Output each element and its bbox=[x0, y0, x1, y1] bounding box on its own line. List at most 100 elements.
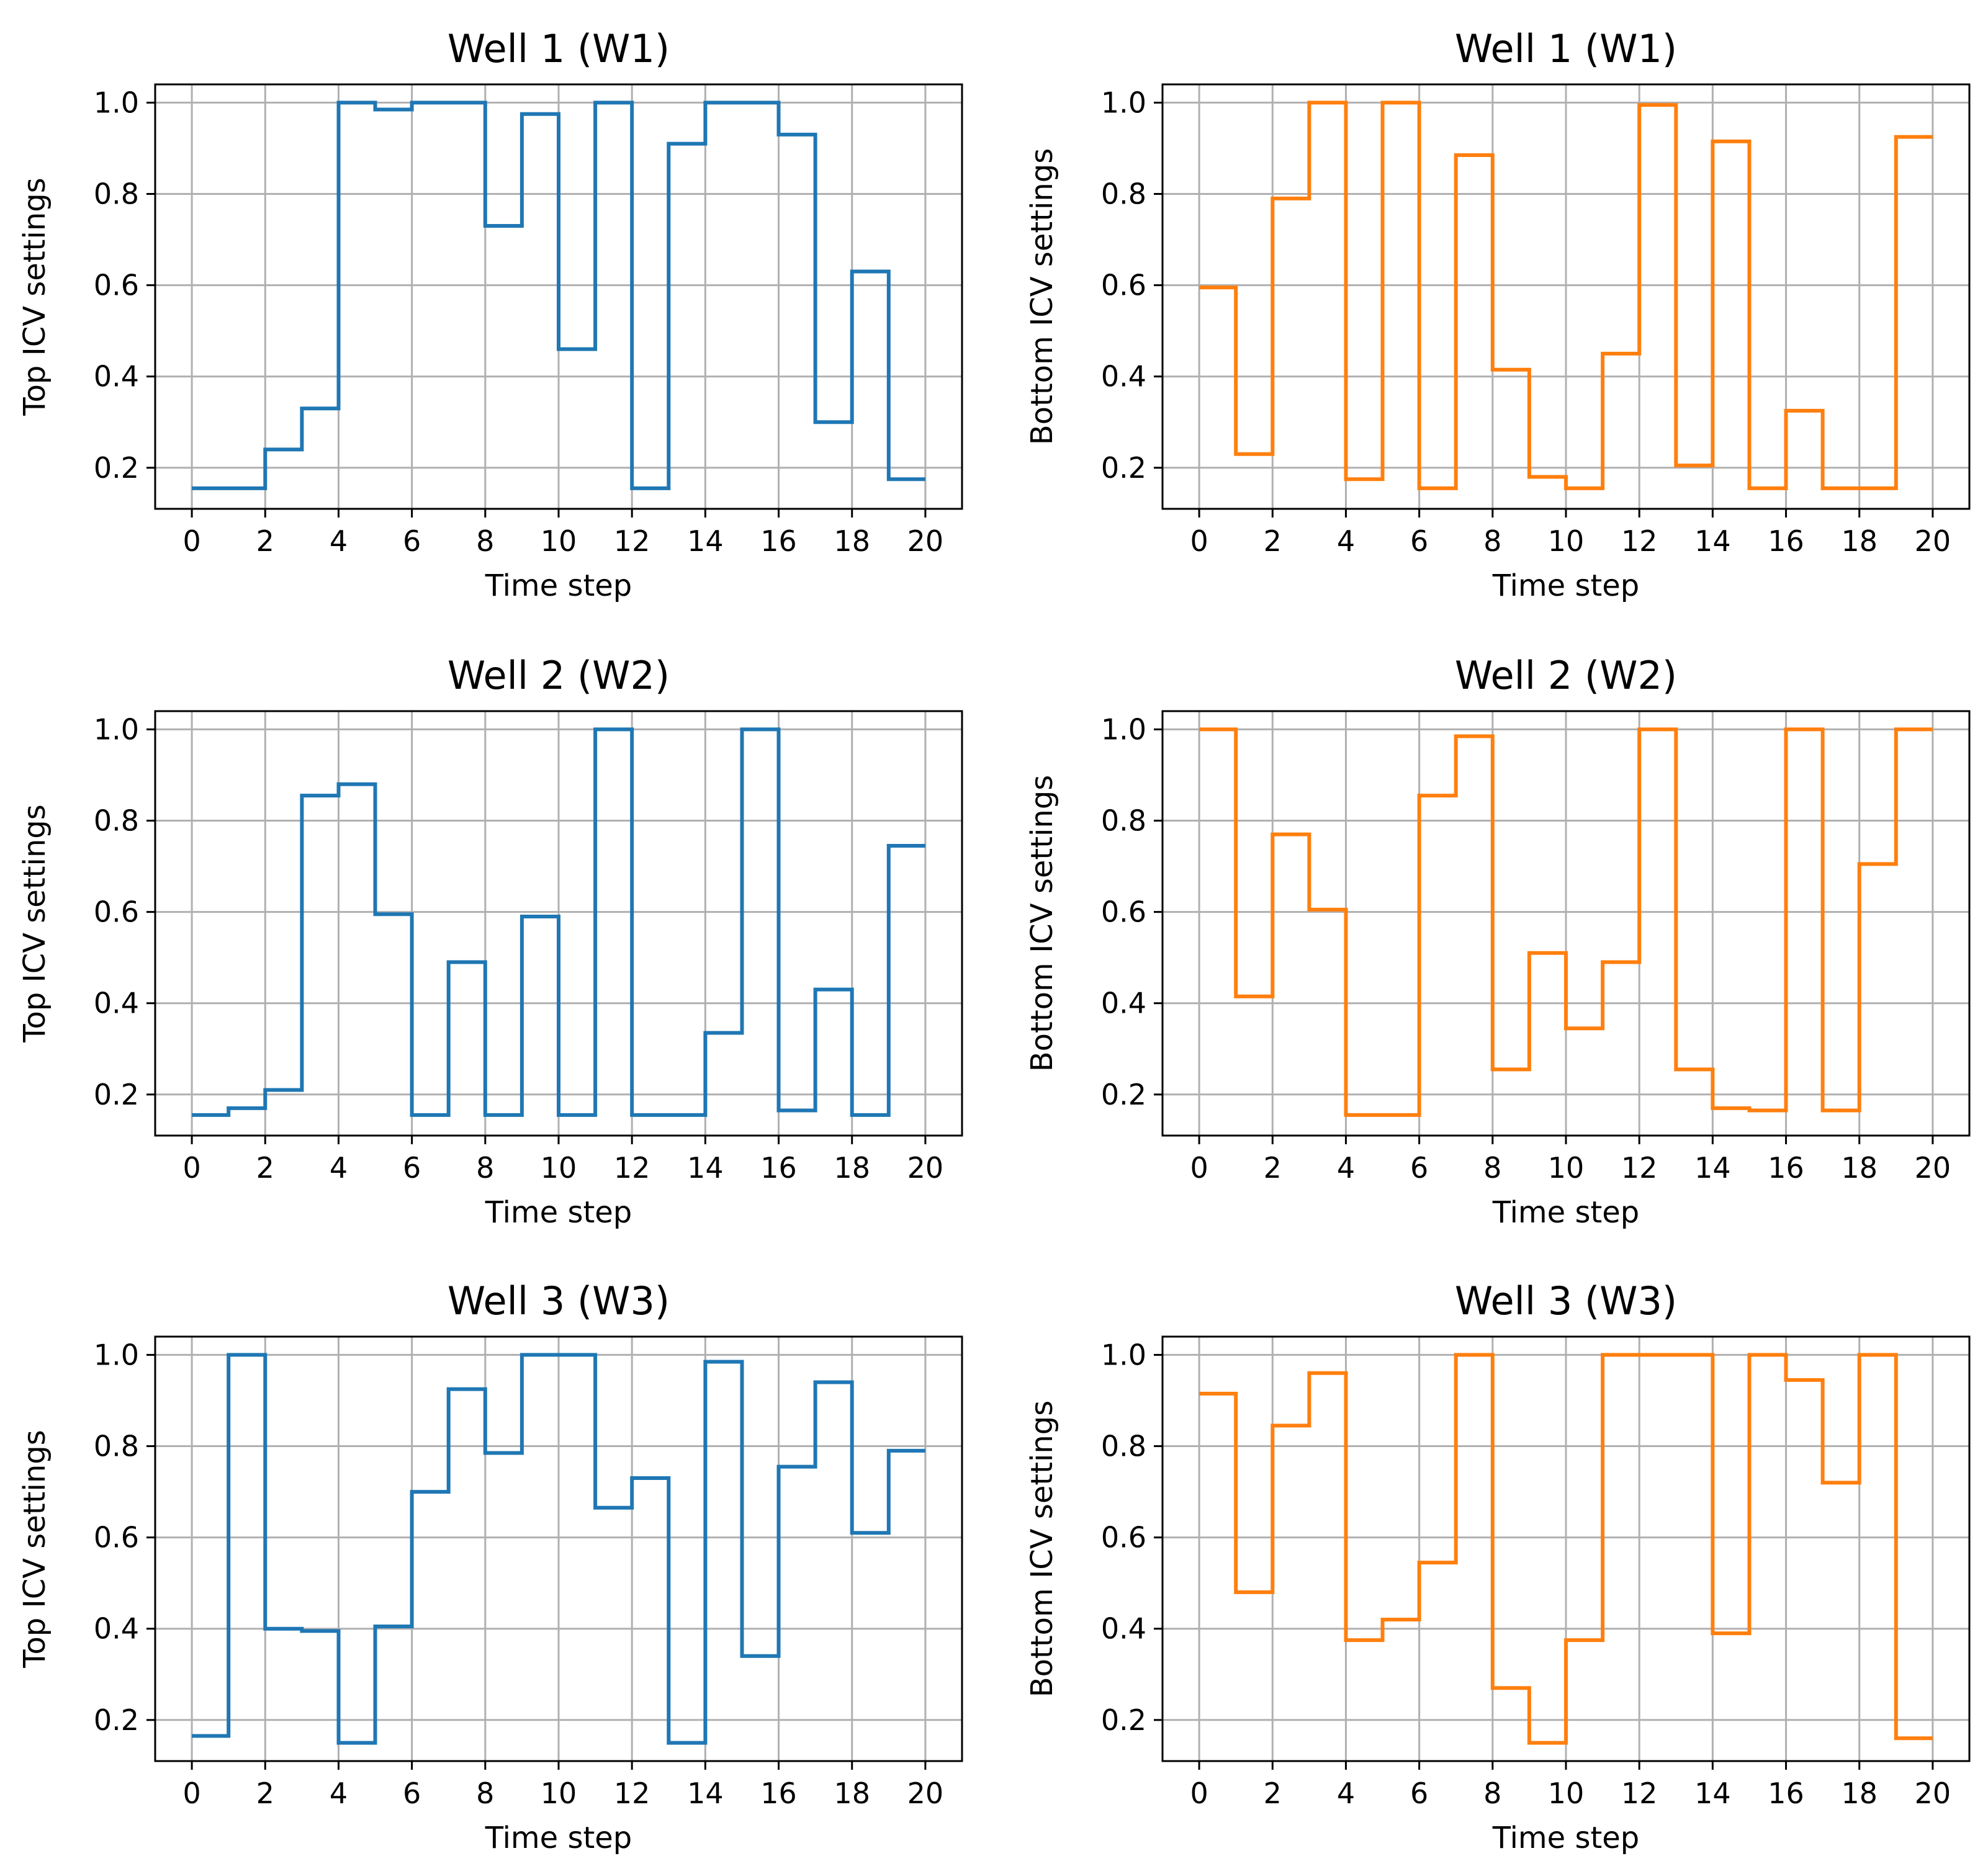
y-tick-label: 1.0 bbox=[94, 1338, 139, 1371]
x-tick-label: 16 bbox=[1768, 1777, 1804, 1810]
x-tick-label: 2 bbox=[256, 1151, 274, 1185]
x-axis-label: Time step bbox=[485, 568, 632, 603]
x-tick-label: 2 bbox=[1264, 524, 1282, 558]
chart-panel-2: 0 2 4 6 8 10 12 14 16 18 20 0.2 0.4 0.6 0.8 1.0 Well 1 (… bbox=[1025, 26, 1971, 603]
chart-title: Well 2 (W2) bbox=[448, 653, 670, 698]
x-tick-label: 20 bbox=[1915, 1777, 1951, 1810]
x-tick-label: 4 bbox=[1337, 1777, 1355, 1810]
x-tick-label: 0 bbox=[182, 524, 200, 558]
x-tick-label: 12 bbox=[1621, 524, 1658, 558]
x-tick-label: 10 bbox=[541, 1151, 577, 1185]
x-tick-label: 14 bbox=[1694, 1777, 1731, 1810]
x-tick-label: 16 bbox=[760, 524, 797, 558]
x-tick-label: 10 bbox=[541, 1777, 577, 1810]
chart-title: Well 3 (W3) bbox=[1455, 1278, 1677, 1324]
plot-frame bbox=[154, 710, 963, 1137]
x-tick-label: 0 bbox=[1190, 524, 1208, 558]
series-line bbox=[1199, 727, 1933, 1117]
y-tick-label: 0.4 bbox=[1101, 360, 1146, 393]
x-tick-label: 20 bbox=[907, 1777, 944, 1810]
plot-frame bbox=[1161, 1335, 1971, 1762]
chart-title: Well 1 (W1) bbox=[448, 26, 670, 71]
x-tick-label: 6 bbox=[403, 1777, 421, 1810]
chart-panel-5: 0 2 4 6 8 10 12 14 16 18 20 0.2 0.4 0.6 0.8 1.0 Well 3 (… bbox=[17, 1278, 963, 1855]
x-tick-label: 6 bbox=[1410, 1151, 1428, 1185]
y-tick-label: 1.0 bbox=[1101, 86, 1146, 119]
chart-panel-4: 0 2 4 6 8 10 12 14 16 18 20 0.2 0.4 0.6 0.8 1.0 Well 2 (… bbox=[1025, 653, 1971, 1230]
x-tick-label: 12 bbox=[614, 524, 650, 558]
chart-panel-3: 0 2 4 6 8 10 12 14 16 18 20 0.2 0.4 0.6 0.8 1.0 Well 2 (… bbox=[17, 653, 963, 1230]
y-tick-label: 0.2 bbox=[94, 1078, 139, 1111]
x-tick-label: 6 bbox=[403, 1151, 421, 1185]
x-tick-label: 20 bbox=[1915, 1151, 1951, 1185]
y-tick-label: 0.6 bbox=[1101, 269, 1146, 302]
chart-title: Well 2 (W2) bbox=[1455, 653, 1677, 698]
x-tick-label: 20 bbox=[907, 1151, 944, 1185]
y-tick-label: 0.8 bbox=[1101, 177, 1146, 211]
x-tick-label: 14 bbox=[687, 524, 724, 558]
x-tick-label: 16 bbox=[1768, 1151, 1804, 1185]
x-tick-label: 16 bbox=[760, 1151, 797, 1185]
y-axis-label: Top ICV settings bbox=[17, 177, 52, 416]
x-tick-label: 4 bbox=[330, 524, 348, 558]
y-tick-label: 1.0 bbox=[94, 712, 139, 746]
y-tick-label: 0.6 bbox=[94, 1521, 139, 1554]
plot-frame bbox=[154, 83, 963, 510]
chart-panel-6: 0 2 4 6 8 10 12 14 16 18 20 0.2 0.4 0.6 0.8 1.0 Well 3 (… bbox=[1025, 1278, 1971, 1855]
y-tick-label: 0.6 bbox=[94, 895, 139, 929]
x-tick-label: 10 bbox=[1548, 1777, 1585, 1810]
y-tick-label: 0.6 bbox=[94, 269, 139, 302]
x-axis-label: Time step bbox=[485, 1195, 632, 1230]
y-axis-label: Bottom ICV settings bbox=[1025, 775, 1059, 1072]
x-axis-label: Time step bbox=[1492, 1195, 1640, 1230]
y-axis-label: Top ICV settings bbox=[17, 1430, 52, 1668]
x-tick-label: 14 bbox=[1694, 1151, 1731, 1185]
y-tick-label: 0.6 bbox=[1101, 895, 1146, 929]
x-tick-label: 2 bbox=[1264, 1777, 1282, 1810]
y-tick-label: 0.8 bbox=[94, 1430, 139, 1463]
y-axis-label: Bottom ICV settings bbox=[1025, 1401, 1059, 1698]
y-tick-label: 0.2 bbox=[94, 451, 139, 485]
x-axis-label: Time step bbox=[1492, 1821, 1640, 1855]
x-tick-label: 6 bbox=[1410, 1777, 1428, 1810]
x-tick-label: 12 bbox=[614, 1777, 650, 1810]
y-tick-label: 1.0 bbox=[94, 86, 139, 119]
plot-frame bbox=[154, 1335, 963, 1762]
x-tick-label: 6 bbox=[1410, 524, 1428, 558]
y-tick-label: 0.4 bbox=[1101, 1612, 1146, 1646]
chart-title: Well 1 (W1) bbox=[1455, 26, 1677, 71]
x-axis-label: Time step bbox=[1492, 568, 1640, 603]
x-tick-label: 4 bbox=[330, 1151, 348, 1185]
series-line bbox=[1199, 1353, 1933, 1745]
series-line bbox=[192, 1353, 925, 1745]
chart-title: Well 3 (W3) bbox=[448, 1278, 670, 1324]
x-tick-label: 0 bbox=[182, 1777, 200, 1810]
x-tick-label: 16 bbox=[760, 1777, 797, 1810]
x-tick-label: 18 bbox=[1841, 524, 1878, 558]
x-tick-label: 10 bbox=[541, 524, 577, 558]
series-line bbox=[192, 727, 925, 1117]
y-tick-label: 0.8 bbox=[1101, 804, 1146, 838]
y-axis-label: Bottom ICV settings bbox=[1025, 148, 1059, 446]
x-tick-label: 12 bbox=[614, 1151, 650, 1185]
x-tick-label: 18 bbox=[1841, 1151, 1878, 1185]
x-tick-label: 0 bbox=[1190, 1777, 1208, 1810]
y-tick-label: 0.2 bbox=[1101, 451, 1146, 485]
chart-panel-1: 0 2 4 6 8 10 12 14 16 18 20 0.2 0.4 0.6 0.8 1.0 Well 1 (… bbox=[17, 26, 963, 603]
x-tick-label: 16 bbox=[1768, 524, 1804, 558]
y-tick-label: 0.8 bbox=[94, 177, 139, 211]
y-tick-label: 0.4 bbox=[94, 1612, 139, 1646]
y-tick-label: 0.4 bbox=[94, 360, 139, 393]
x-tick-label: 0 bbox=[182, 1151, 200, 1185]
x-tick-label: 0 bbox=[1190, 1151, 1208, 1185]
x-tick-label: 2 bbox=[1264, 1151, 1282, 1185]
y-tick-label: 1.0 bbox=[1101, 1338, 1146, 1371]
x-tick-label: 12 bbox=[1621, 1151, 1658, 1185]
plot-frame bbox=[1161, 710, 1971, 1137]
x-tick-label: 20 bbox=[1915, 524, 1951, 558]
x-tick-label: 10 bbox=[1548, 524, 1585, 558]
x-tick-label: 14 bbox=[687, 1151, 724, 1185]
x-tick-label: 2 bbox=[256, 524, 274, 558]
x-tick-label: 14 bbox=[687, 1777, 724, 1810]
